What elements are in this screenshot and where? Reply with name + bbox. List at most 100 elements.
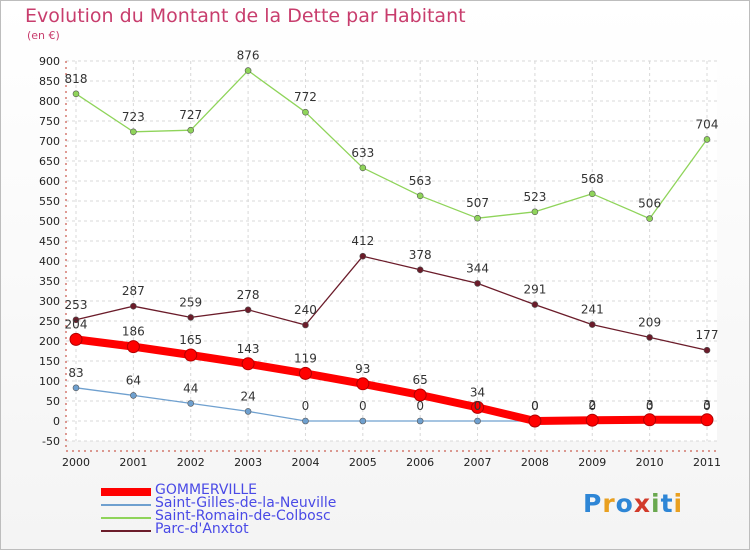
data-label: 177 [696,328,719,342]
data-point [700,413,714,427]
x-tick-label: 2007 [464,456,492,469]
data-point [244,67,252,74]
data-label: 0 [359,399,367,413]
plot-area [66,61,717,441]
y-tick-label: 800 [39,95,60,108]
data-label: 119 [294,351,317,365]
data-label: 65 [413,373,428,387]
data-point [72,316,80,324]
data-point [298,366,312,380]
data-point [69,332,83,346]
y-tick-label: -50 [42,435,60,448]
data-point [474,280,481,287]
x-tick-label: 2008 [521,456,549,469]
data-point [356,377,370,391]
data-label: 0 [703,399,711,413]
data-label: 287 [122,284,145,298]
legend-swatch [101,530,151,532]
data-point [72,90,80,98]
y-tick-label: 50 [46,395,60,408]
data-label: 568 [581,172,604,186]
data-label: 44 [183,381,198,395]
y-tick-label: 850 [39,75,60,88]
legend-swatch [101,488,151,496]
y-tick-label: 150 [39,355,60,368]
y-tick-label: 550 [39,195,60,208]
data-point [471,400,485,414]
data-point [585,413,599,427]
x-tick-label: 2010 [636,456,664,469]
y-tick-label: 350 [39,275,60,288]
data-point [130,302,137,310]
y-tick-label: 100 [39,375,60,388]
data-label: 165 [179,333,202,347]
x-tick-label: 2011 [693,456,721,469]
data-label: 209 [638,315,661,329]
data-label: 506 [638,197,661,211]
data-point [302,108,309,116]
data-label: 259 [179,295,202,309]
data-point [416,192,424,200]
data-label: 723 [122,110,145,124]
series-line-2 [75,69,708,220]
data-label: 143 [237,342,260,356]
y-tick-label: 250 [39,315,60,328]
data-point [359,252,367,260]
data-point [184,348,198,362]
data-point [302,417,309,425]
chart-title: Evolution du Montant de la Dette par Hab… [25,5,466,27]
y-tick-label: 750 [39,115,60,128]
series-line-0 [72,335,711,425]
data-point [474,214,481,222]
data-point [187,400,195,407]
data-point [244,306,252,314]
data-label: 3 [703,398,711,412]
data-label: 241 [581,303,604,317]
y-tick-label: 400 [39,255,60,268]
y-tick-label: 600 [39,175,60,188]
data-point [643,413,657,427]
data-point [130,128,137,136]
data-label: 0 [531,399,539,413]
data-label: 344 [466,261,489,275]
y-tick-label: 700 [39,135,60,148]
proxiti-logo: Proxiti [583,489,684,518]
data-label: 818 [65,72,88,86]
data-label: 523 [523,190,546,204]
data-label: 772 [294,90,317,104]
x-tick-label: 2005 [349,456,377,469]
x-tick-label: 2009 [578,456,606,469]
data-point [531,301,539,308]
data-label: 291 [523,283,546,297]
data-point [703,136,711,143]
series-line-3 [75,255,708,351]
data-label: 64 [126,373,141,387]
data-label: 412 [351,234,374,248]
data-label: 24 [240,389,255,403]
data-label: 83 [68,366,83,380]
data-label: 0 [646,399,654,413]
data-point [72,384,80,392]
data-label: 704 [696,117,719,131]
data-label: 34 [470,385,485,399]
data-label: 0 [474,399,482,413]
data-point [302,321,309,329]
data-point [187,126,195,134]
data-label: 0 [416,399,424,413]
data-label: 727 [179,108,202,122]
x-tick-label: 2003 [234,456,262,469]
data-label: 186 [122,325,145,339]
legend-label: Saint-Gilles-de-la-Neuville [155,495,337,511]
data-label: 204 [65,317,88,331]
data-label: 240 [294,303,317,317]
data-point [126,340,140,354]
data-point [130,392,137,399]
data-point [241,357,255,371]
x-tick-label: 2006 [406,456,434,469]
y-tick-label: 300 [39,295,60,308]
data-label: 2 [588,398,596,412]
data-point [359,164,367,172]
data-label: 507 [466,196,489,210]
